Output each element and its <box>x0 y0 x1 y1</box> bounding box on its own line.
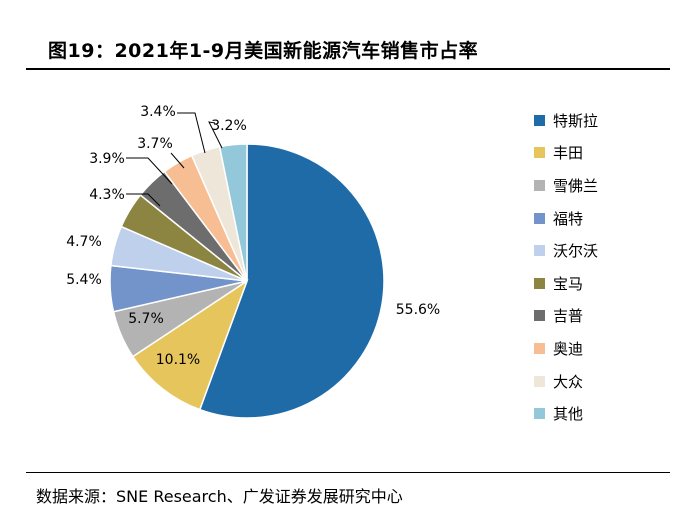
data-label-4: 5.4% <box>66 272 102 288</box>
legend-label: 丰田 <box>553 144 584 163</box>
chart-title: 图19：2021年1-9月美国新能源汽车销售市占率 <box>48 40 479 62</box>
legend-label: 特斯拉 <box>553 111 599 130</box>
legend-item-3: 雪佛兰 <box>534 169 598 202</box>
legend-item-5: 沃尔沃 <box>534 234 598 267</box>
pie-slice-2 <box>131 279 249 411</box>
legend-label: 其他 <box>553 405 584 424</box>
legend-swatch <box>534 114 545 126</box>
legend-label: 雪佛兰 <box>553 176 599 195</box>
leader-line-9 <box>177 112 206 154</box>
legend-item-1: 特斯拉 <box>534 104 598 137</box>
source-note: 数据来源：SNE Research、广发证券发展研究中心 <box>36 487 403 506</box>
legend-label: 奥迪 <box>553 339 584 358</box>
legend-item-9: 大众 <box>534 365 598 398</box>
legend-swatch <box>534 408 545 420</box>
data-label-2: 10.1% <box>156 352 200 368</box>
legend-swatch <box>534 375 545 387</box>
legend-item-2: 丰田 <box>534 137 598 170</box>
legend-swatch <box>534 179 545 191</box>
leader-line-10 <box>208 121 223 149</box>
legend-item-7: 吉普 <box>534 300 598 333</box>
pie-slice-1 <box>198 143 385 419</box>
leader-line-6 <box>126 193 161 207</box>
data-label-9: 3.4% <box>140 104 176 120</box>
data-label-7: 3.9% <box>89 151 125 167</box>
legend-swatch <box>534 310 545 322</box>
pie-slice-10 <box>218 143 248 282</box>
pie-labels: 55.6% 10.1% 5.7% 5.4% 4.7% 4.3% 3.9% 3.7% 3.4% 3.… <box>66 104 440 368</box>
legend-item-4: 福特 <box>534 202 598 235</box>
data-label-1: 55.6% <box>396 302 440 318</box>
legend-item-10: 其他 <box>534 397 598 430</box>
title-rule <box>26 68 670 70</box>
legend-swatch <box>534 212 545 224</box>
leader-line-8 <box>170 152 185 169</box>
legend-swatch <box>534 147 545 159</box>
data-label-8: 3.7% <box>137 136 173 152</box>
leader-line-7 <box>126 157 173 185</box>
legend-label: 吉普 <box>553 307 584 326</box>
data-label-10: 3.2% <box>211 118 247 134</box>
legend-label: 大众 <box>553 372 584 391</box>
legend: 特斯拉丰田雪佛兰福特沃尔沃宝马吉普奥迪大众其他 <box>534 104 598 430</box>
leader-lines <box>126 112 223 207</box>
legend-label: 沃尔沃 <box>553 242 599 261</box>
legend-item-6: 宝马 <box>534 267 598 300</box>
data-label-5: 4.7% <box>66 234 102 250</box>
legend-item-8: 奥迪 <box>534 332 598 365</box>
pie-slices <box>109 143 385 419</box>
legend-swatch <box>534 245 545 257</box>
legend-label: 宝马 <box>553 274 584 293</box>
source-rule <box>26 472 670 473</box>
data-label-3: 5.7% <box>128 311 164 327</box>
legend-label: 福特 <box>553 209 584 228</box>
legend-swatch <box>534 277 545 289</box>
data-label-6: 4.3% <box>89 187 125 203</box>
legend-swatch <box>534 342 545 354</box>
